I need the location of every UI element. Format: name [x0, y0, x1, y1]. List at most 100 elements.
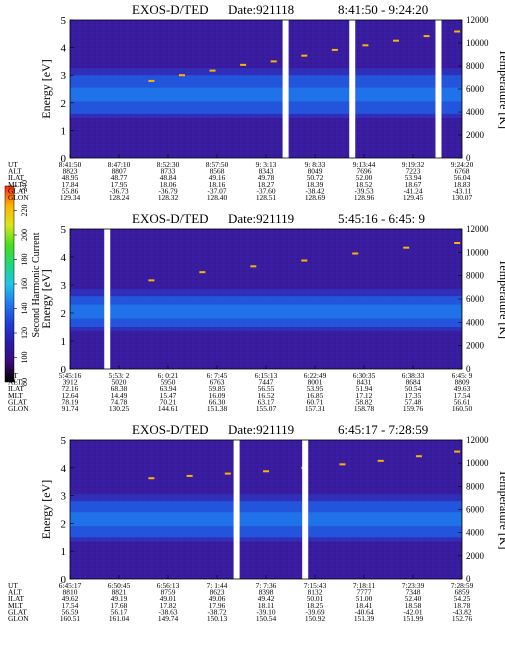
data-gap: [233, 440, 240, 579]
cell-mlt: 14.49: [111, 391, 128, 400]
cell-alt: 6768: [455, 167, 470, 176]
temperature-point: [423, 35, 430, 38]
y-tick-label: 4: [61, 43, 67, 55]
cell-ut: 8:52:30: [157, 160, 180, 169]
cell-glon: 151.38: [207, 404, 228, 413]
y2-tick-label: 2000: [466, 341, 485, 351]
cell-alt: 5020: [112, 378, 127, 387]
cell-glon: 160.50: [452, 404, 473, 413]
y-tick-label: 5: [61, 15, 67, 27]
cell-mlt: 18.11: [258, 601, 275, 610]
cell-mlt: 17.95: [111, 180, 128, 189]
cell-ut: 8:57:50: [206, 160, 229, 169]
cell-glat: 56.17: [111, 607, 128, 616]
cell-glat: -39.10: [256, 607, 275, 616]
cell-ut: 9: 3:13: [256, 160, 277, 169]
cell-mlt: 17.54: [454, 391, 471, 400]
y2-tick-label: 6000: [466, 84, 485, 94]
cell-mlt: 17.12: [356, 391, 373, 400]
cell-alt: 7223: [406, 167, 421, 176]
data-gap: [349, 20, 356, 158]
y-tick-label: 0: [61, 153, 67, 165]
temperature-point: [186, 474, 193, 477]
temperature-point: [454, 450, 461, 453]
row-label-alt: ALT: [8, 167, 22, 176]
cell-ilat: 50.72: [307, 173, 324, 182]
cell-ut: 9:19:32: [402, 160, 425, 169]
cell-ilat: 49.62: [62, 594, 79, 603]
temperature-point: [454, 30, 461, 33]
cell-ut: 9: 8:33: [305, 160, 326, 169]
y-axis-label: Energy [eV]: [39, 269, 53, 328]
y2-tick-label: 10000: [466, 38, 489, 48]
cell-ut: 6:15:13: [255, 371, 278, 380]
colorbar-ticks: 80 100 120 140 160 180 200 220 240: [14, 180, 29, 386]
cell-mlt: 16.09: [209, 391, 226, 400]
temperature-point: [148, 477, 155, 480]
cell-ilat: 56.55: [258, 384, 275, 393]
energy-band-core: [70, 87, 462, 102]
cell-glat: -37.07: [207, 186, 226, 195]
cell-ilat: 53.94: [405, 173, 422, 182]
row-label-glat: GLAT: [8, 186, 27, 195]
colorbar: 80 100 120 140 160 180 200 220 240 Second Harmon…: [4, 180, 42, 386]
temperature-point: [415, 455, 422, 458]
y-tick-label: 2: [61, 518, 67, 530]
y2-tick-label: 4000: [466, 317, 485, 327]
temperature-point: [250, 265, 257, 268]
cell-mlt: 18.06: [160, 180, 177, 189]
cell-ilat: 52.00: [356, 173, 373, 182]
cell-ilat: 49.06: [209, 594, 226, 603]
cell-glon: 161.04: [109, 614, 130, 623]
energy-band-core: [70, 512, 462, 527]
y2-axis-label: Temperature [K]: [497, 259, 505, 339]
cell-ut: 7:15:43: [304, 581, 327, 590]
cell-glat: -41.24: [403, 186, 422, 195]
row-label-mlt: MLT: [8, 601, 23, 610]
cell-ilat: 51.00: [356, 594, 373, 603]
row-label-mlt: MLT: [8, 180, 23, 189]
cell-mlt: 16.85: [307, 391, 324, 400]
cell-mlt: 17.96: [209, 601, 226, 610]
row-label-glon: GLON: [8, 404, 29, 413]
cell-glat: -38.72: [207, 607, 226, 616]
cell-mlt: 18.25: [307, 601, 324, 610]
y-tick-label: 1: [61, 125, 67, 137]
cell-alt: 6859: [455, 588, 470, 597]
cell-glat: -42.01: [403, 607, 422, 616]
colorbar-tick-label: 220: [20, 205, 29, 217]
cell-alt: 7696: [357, 167, 372, 176]
cell-ut: 6:56:13: [157, 581, 180, 590]
cell-ilat: 52.40: [405, 594, 422, 603]
cell-alt: 8132: [308, 588, 323, 597]
y2-tick-label: 8000: [466, 61, 485, 71]
temperature-point: [352, 252, 359, 255]
row-label-ilat: ILAT: [8, 384, 24, 393]
colorbar-tick-label: 200: [20, 229, 29, 241]
cell-glon: 150.92: [305, 614, 326, 623]
panel-3: EXOS-D/TED Date:921119 6:45:17 - 7:28:59 0 1…: [8, 422, 505, 623]
cell-glat: -40.64: [354, 607, 373, 616]
colorbar-tick-label: 240: [20, 180, 29, 192]
colorbar-tick-label: 180: [20, 254, 29, 266]
cell-ut: 5:45:16: [59, 371, 82, 380]
panel-date: Date:921118: [228, 2, 294, 17]
cell-mlt: 15.47: [160, 391, 177, 400]
cell-glon: 91.74: [62, 404, 79, 413]
cell-alt: 8568: [210, 167, 225, 176]
cell-mlt: 18.27: [258, 180, 275, 189]
cell-glon: 128.51: [256, 193, 277, 202]
cell-alt: 8823: [63, 167, 78, 176]
colorbar-gradient: [4, 185, 15, 383]
y2-axis-label: Temperature [K]: [497, 469, 505, 549]
cell-ut: 6: 7:45: [207, 371, 228, 380]
cell-glat: 56.61: [454, 397, 471, 406]
cell-alt: 8684: [406, 378, 421, 387]
cell-glon: 128.96: [354, 193, 375, 202]
colorbar-tick-label: 160: [20, 278, 29, 290]
temperature-point: [148, 79, 155, 82]
cell-ut: 6: 0:21: [158, 371, 179, 380]
y2-tick-label: 12000: [466, 224, 489, 234]
row-label-alt: ALT: [8, 378, 22, 387]
